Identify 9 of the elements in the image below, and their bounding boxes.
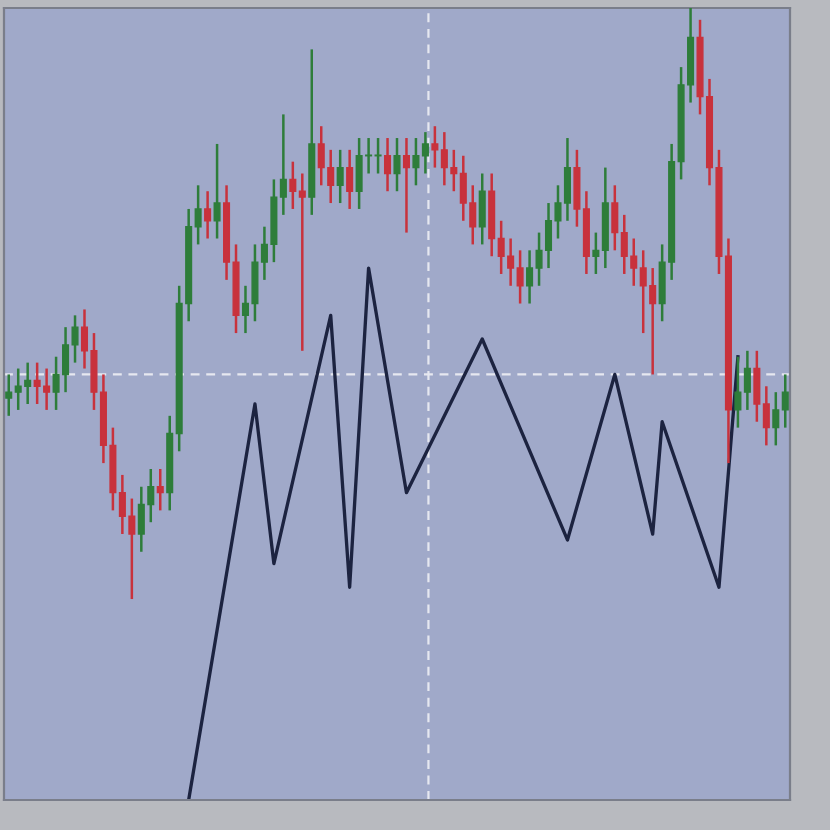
candlestick: [478, 172, 486, 246]
candlestick: [346, 148, 354, 211]
candlestick: [393, 136, 401, 193]
candlestick: [213, 142, 221, 240]
candlestick: [156, 467, 164, 512]
candlestick: [383, 136, 392, 193]
candlestick: [204, 189, 212, 240]
candlestick: [336, 148, 344, 205]
candlestick: [402, 136, 411, 234]
